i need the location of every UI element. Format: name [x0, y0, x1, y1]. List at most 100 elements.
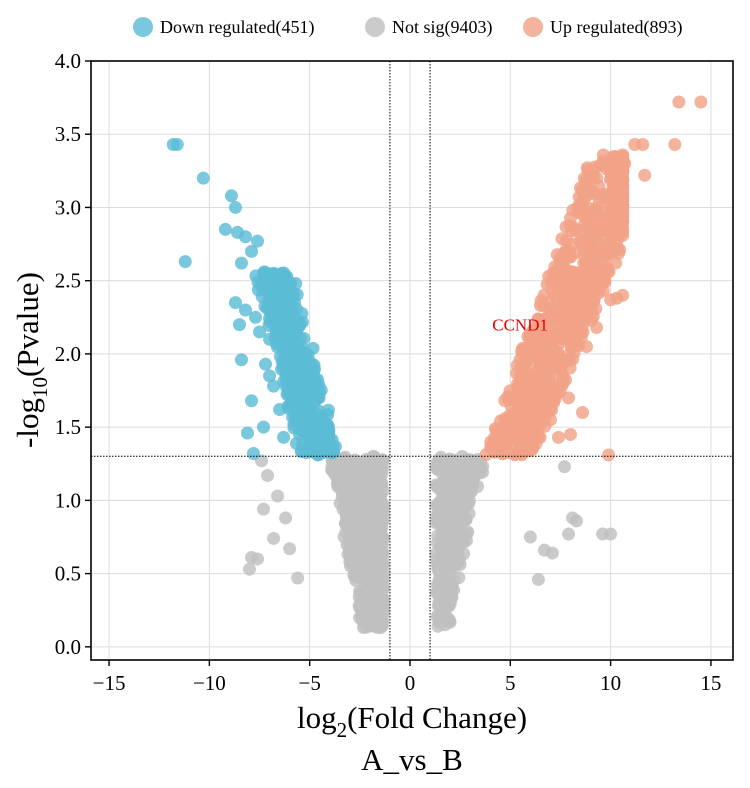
data-point	[228, 296, 242, 310]
data-point	[588, 212, 602, 226]
annotations: CCND1	[492, 316, 548, 335]
data-point	[228, 200, 242, 214]
data-point	[446, 502, 460, 516]
data-point	[602, 243, 616, 257]
data-point	[507, 448, 521, 462]
data-point	[377, 605, 391, 619]
data-point	[303, 437, 317, 451]
data-point	[251, 234, 265, 248]
data-point	[267, 379, 281, 393]
data-point	[526, 345, 540, 359]
data-point	[354, 508, 368, 522]
x-tick-label: −15	[93, 671, 126, 695]
data-point	[366, 468, 380, 482]
data-point	[442, 522, 456, 536]
data-point	[257, 502, 271, 516]
data-point	[580, 340, 594, 354]
data-point	[289, 383, 303, 397]
data-point	[369, 492, 383, 506]
data-point	[541, 295, 555, 309]
data-point	[570, 514, 584, 528]
data-point	[568, 221, 582, 235]
data-point	[523, 328, 537, 342]
data-point	[531, 572, 545, 586]
data-point	[257, 420, 271, 434]
data-point	[544, 310, 558, 324]
data-point	[367, 561, 381, 575]
data-point	[612, 246, 626, 260]
data-point	[567, 284, 581, 298]
data-point	[588, 226, 602, 240]
data-point	[505, 434, 519, 448]
data-point	[604, 202, 618, 216]
data-point	[434, 612, 448, 626]
data-point	[292, 319, 306, 333]
data-point	[375, 505, 389, 519]
threshold-lines	[91, 61, 733, 660]
data-point	[347, 536, 361, 550]
data-point	[269, 296, 283, 310]
data-point	[582, 237, 596, 251]
data-point	[288, 392, 302, 406]
data-point	[218, 222, 232, 236]
data-point	[556, 306, 570, 320]
data-point	[550, 328, 564, 342]
grid-lines	[91, 60, 733, 660]
data-point	[586, 310, 600, 324]
data-point	[442, 599, 456, 613]
data-point	[275, 266, 289, 280]
data-point	[668, 137, 682, 151]
data-point	[326, 445, 340, 459]
data-point	[604, 233, 618, 247]
data-point	[561, 273, 575, 287]
data-point	[440, 457, 454, 471]
data-point	[267, 531, 281, 545]
data-point	[343, 477, 357, 491]
x-axis-title: log2(Fold Change)	[297, 700, 527, 742]
data-point	[533, 356, 547, 370]
data-point	[178, 255, 192, 269]
data-point	[277, 430, 291, 444]
data-point	[602, 448, 616, 462]
data-point	[354, 586, 368, 600]
data-point	[170, 137, 184, 151]
data-point	[551, 430, 565, 444]
data-point	[279, 332, 293, 346]
data-point	[616, 195, 630, 209]
data-point	[529, 419, 543, 433]
data-point	[561, 391, 575, 405]
data-point	[291, 571, 305, 585]
data-point	[290, 344, 304, 358]
data-point	[574, 324, 588, 338]
data-point	[537, 543, 551, 557]
data-point	[514, 411, 528, 425]
data-point	[529, 437, 543, 451]
data-point	[262, 312, 276, 326]
data-point	[371, 620, 385, 634]
data-point	[532, 312, 546, 326]
data-point	[495, 446, 509, 460]
data-point	[672, 95, 686, 109]
data-point	[560, 233, 574, 247]
data-point	[447, 539, 461, 553]
data-point	[452, 571, 466, 585]
y-tick-label: 3.0	[55, 195, 81, 219]
data-point	[440, 549, 454, 563]
data-point	[242, 562, 256, 576]
data-point	[561, 527, 575, 541]
legend-marker	[523, 17, 543, 37]
data-point	[363, 605, 377, 619]
data-point	[636, 137, 650, 151]
data-point	[234, 353, 248, 367]
data-point	[442, 481, 456, 495]
data-point	[462, 458, 476, 472]
data-point	[459, 498, 473, 512]
data-point	[271, 489, 285, 503]
data-point	[259, 357, 273, 371]
data-point	[638, 168, 652, 182]
data-point	[301, 399, 315, 413]
data-point	[312, 437, 326, 451]
data-point	[553, 359, 567, 373]
data-point	[592, 179, 606, 193]
